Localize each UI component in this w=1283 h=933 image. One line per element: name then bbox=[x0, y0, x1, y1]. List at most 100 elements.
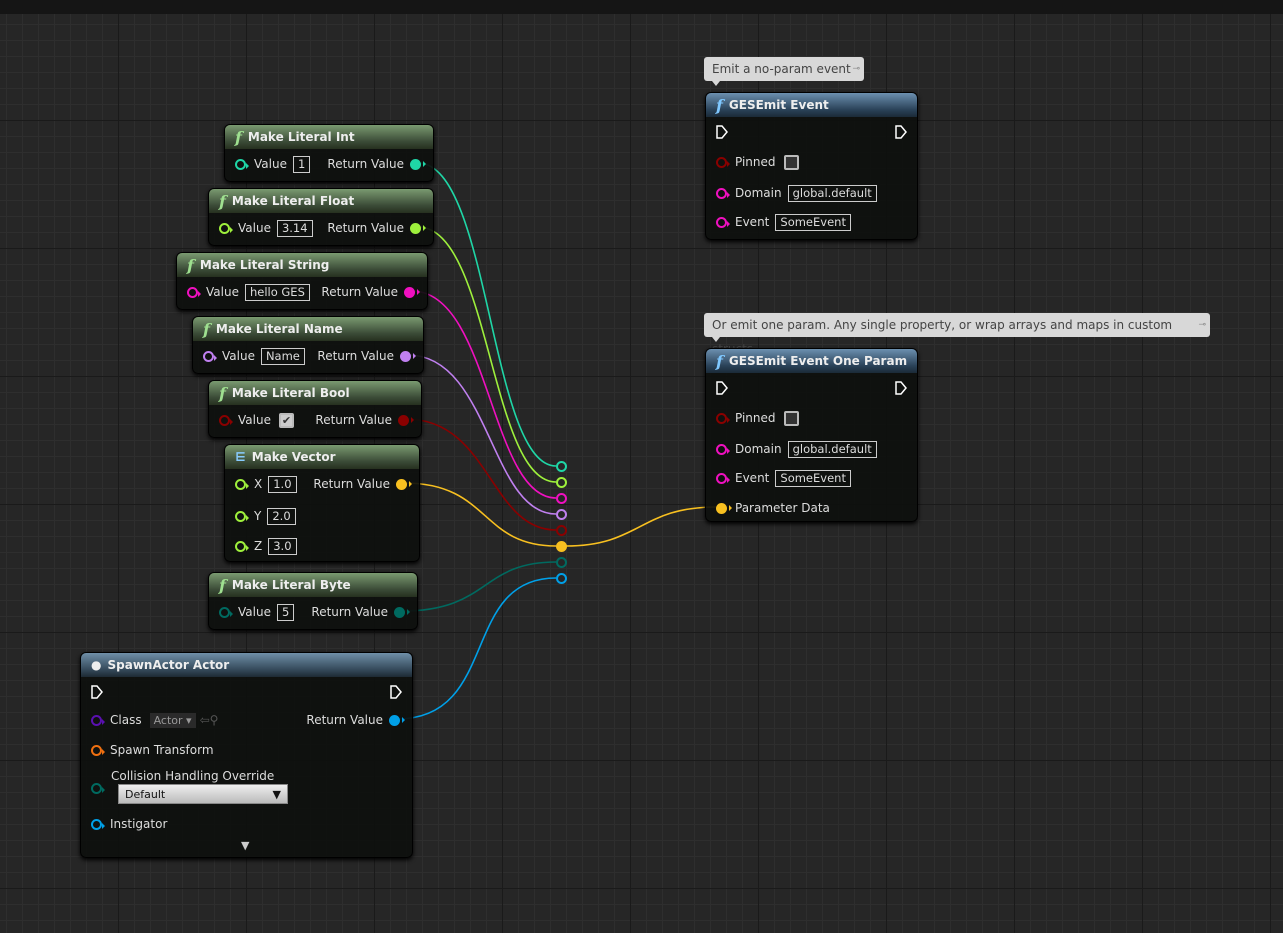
input-pin[interactable] bbox=[187, 286, 201, 298]
event-input[interactable]: SomeEvent bbox=[775, 213, 851, 231]
x-input[interactable]: 1.0 bbox=[268, 475, 297, 493]
pin-label: X bbox=[254, 477, 263, 491]
input-pin[interactable] bbox=[91, 818, 105, 830]
node-title: Make Literal Name bbox=[215, 322, 343, 336]
pin-label: Return Value bbox=[317, 349, 394, 363]
input-pin[interactable] bbox=[716, 216, 730, 228]
reroute-node[interactable] bbox=[556, 461, 567, 472]
input-pin[interactable] bbox=[235, 478, 249, 490]
z-input[interactable]: 3.0 bbox=[268, 537, 297, 555]
browse-icon[interactable]: ⚲ bbox=[209, 713, 219, 727]
value-input[interactable]: 5 bbox=[276, 603, 295, 621]
exec-in-pin[interactable] bbox=[716, 125, 728, 139]
function-icon: f bbox=[716, 351, 723, 371]
input-pin[interactable] bbox=[235, 510, 249, 522]
input-pin[interactable] bbox=[716, 472, 730, 484]
wire-bool bbox=[405, 418, 557, 531]
input-pin[interactable] bbox=[716, 412, 730, 424]
input-pin[interactable] bbox=[716, 443, 730, 455]
reroute-node[interactable] bbox=[556, 509, 567, 520]
pin-label: Collision Handling Override bbox=[111, 769, 275, 783]
reroute-node[interactable] bbox=[556, 477, 567, 488]
event-input[interactable]: SomeEvent bbox=[775, 469, 851, 487]
checkbox-checked[interactable]: ✔ bbox=[278, 412, 294, 428]
make-literal-name-node[interactable]: f Make Literal Name Value Name Return Valu… bbox=[192, 316, 424, 374]
pin-label: Return Value bbox=[327, 221, 404, 235]
input-pin[interactable] bbox=[219, 606, 233, 618]
value-input[interactable]: 3.14 bbox=[276, 219, 313, 237]
ges-emit-event-one-param-node[interactable]: f GESEmit Event One Param Pinned Domain gl… bbox=[705, 348, 918, 522]
output-pin[interactable] bbox=[410, 222, 426, 234]
value-input[interactable]: 1 bbox=[292, 155, 311, 173]
reroute-node[interactable] bbox=[556, 557, 567, 568]
exec-out-pin[interactable] bbox=[390, 685, 402, 699]
wire-name bbox=[407, 354, 557, 515]
comment-bubble[interactable]: Emit a no-param event ⊸ bbox=[704, 57, 864, 86]
use-selected-icon[interactable]: ⇦ bbox=[199, 713, 210, 727]
output-pin[interactable] bbox=[396, 478, 412, 490]
function-icon: f bbox=[203, 319, 210, 339]
comment-bubble[interactable]: Or emit one param. Any single property, … bbox=[704, 313, 1210, 356]
output-pin[interactable] bbox=[404, 286, 420, 298]
pin-label: Event bbox=[735, 215, 770, 229]
expand-arrow-icon[interactable]: ▼ bbox=[241, 839, 250, 852]
node-title: Make Literal Bool bbox=[231, 386, 350, 400]
pinned-checkbox[interactable] bbox=[783, 154, 799, 170]
pin-icon[interactable]: ⊸ bbox=[1198, 320, 1206, 330]
pin-label: Value bbox=[238, 413, 271, 427]
spawn-icon: ● bbox=[91, 658, 102, 672]
input-pin[interactable] bbox=[716, 156, 730, 168]
class-dropdown[interactable]: Actor ▾ bbox=[149, 712, 196, 728]
input-pin[interactable] bbox=[91, 714, 105, 726]
make-literal-float-node[interactable]: f Make Literal Float Value 3.14 Return Val… bbox=[208, 188, 434, 246]
collision-dropdown[interactable]: Default ▼ bbox=[118, 784, 288, 804]
function-icon: f bbox=[219, 383, 226, 403]
pin-label: Class bbox=[110, 713, 142, 727]
output-pin[interactable] bbox=[400, 350, 416, 362]
value-input[interactable]: hello GES bbox=[244, 283, 310, 301]
output-pin[interactable] bbox=[398, 414, 414, 426]
input-pin[interactable] bbox=[91, 782, 105, 794]
exec-in-pin[interactable] bbox=[91, 685, 103, 699]
input-pin[interactable] bbox=[219, 414, 233, 426]
make-literal-byte-node[interactable]: f Make Literal Byte Value 5 Return Value bbox=[208, 572, 418, 630]
input-pin[interactable] bbox=[716, 187, 730, 199]
input-pin[interactable] bbox=[91, 744, 105, 756]
pin-icon[interactable]: ⊸ bbox=[852, 64, 860, 74]
pin-label: Z bbox=[254, 539, 263, 553]
pinned-checkbox[interactable] bbox=[783, 410, 799, 426]
exec-out-pin[interactable] bbox=[895, 125, 907, 139]
output-pin[interactable] bbox=[394, 606, 410, 618]
pin-label: Value bbox=[206, 285, 239, 299]
exec-out-pin[interactable] bbox=[895, 381, 907, 395]
reroute-node[interactable] bbox=[556, 493, 567, 504]
node-title: GESEmit Event One Param bbox=[728, 354, 908, 368]
pin-label: Value bbox=[254, 157, 287, 171]
output-pin[interactable] bbox=[410, 158, 426, 170]
input-pin[interactable] bbox=[235, 540, 249, 552]
make-vector-node[interactable]: ⋿ Make Vector X 1.0 Y 2.0 Z 3.0 Return Value bbox=[224, 444, 420, 562]
pin-label: Value bbox=[238, 221, 271, 235]
reroute-node[interactable] bbox=[556, 525, 567, 536]
node-title: Make Vector bbox=[251, 450, 336, 464]
reroute-node[interactable] bbox=[556, 541, 567, 552]
input-pin[interactable] bbox=[203, 350, 217, 362]
make-literal-int-node[interactable]: f Make Literal Int Value 1 Return Value bbox=[224, 124, 434, 182]
spawn-actor-node[interactable]: ● SpawnActor Actor Class Actor ▾ ⇦ ⚲ Spawn T… bbox=[80, 652, 413, 858]
make-literal-string-node[interactable]: f Make Literal String Value hello GES Retu… bbox=[176, 252, 428, 310]
input-pin[interactable] bbox=[219, 222, 233, 234]
pin-label: Return Value bbox=[315, 413, 392, 427]
y-input[interactable]: 2.0 bbox=[267, 507, 296, 525]
value-input[interactable]: Name bbox=[260, 347, 305, 365]
output-pin[interactable] bbox=[389, 714, 405, 726]
exec-in-pin[interactable] bbox=[716, 381, 728, 395]
ges-emit-event-node[interactable]: f GESEmit Event Pinned Domain global.defau… bbox=[705, 92, 918, 240]
wire-int bbox=[417, 162, 557, 467]
domain-input[interactable]: global.default bbox=[787, 440, 877, 458]
domain-input[interactable]: global.default bbox=[787, 184, 877, 202]
parameter-data-pin[interactable] bbox=[716, 502, 732, 514]
function-icon: f bbox=[716, 95, 723, 115]
reroute-node[interactable] bbox=[556, 573, 567, 584]
input-pin[interactable] bbox=[235, 158, 249, 170]
make-literal-bool-node[interactable]: f Make Literal Bool Value ✔ Return Value bbox=[208, 380, 422, 438]
